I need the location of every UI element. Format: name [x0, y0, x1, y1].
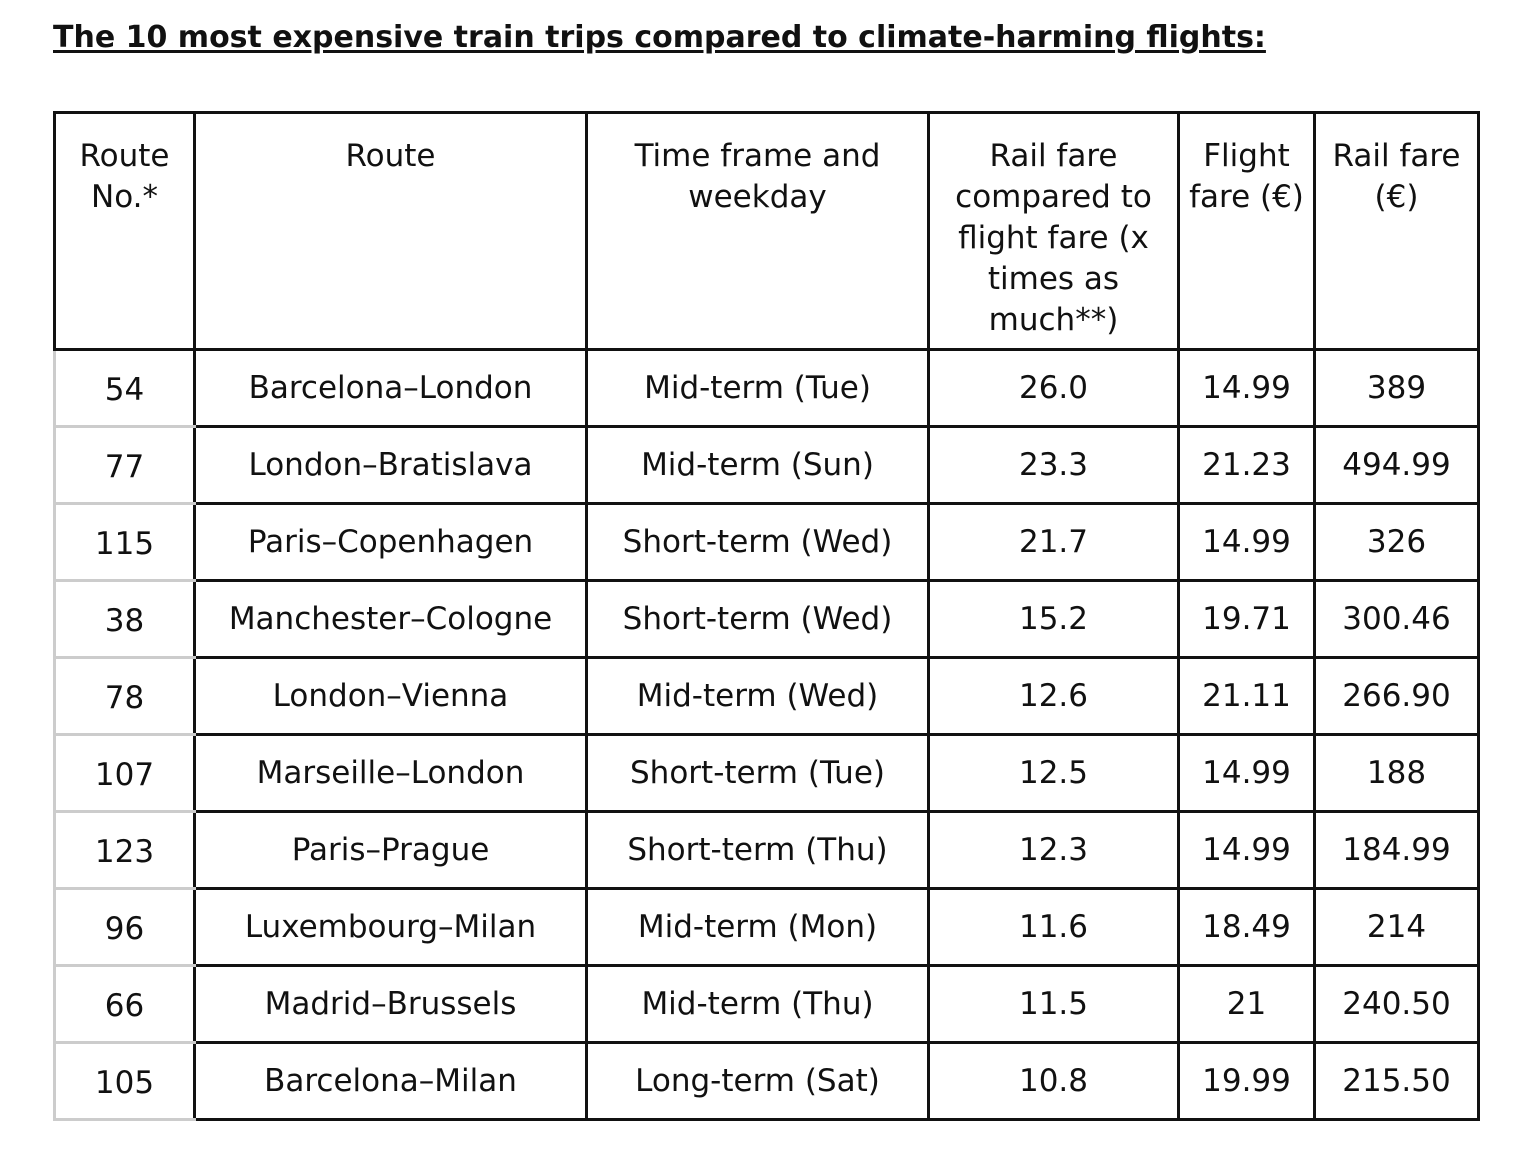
flight-fare-cell: 21.11: [1177, 656, 1316, 736]
fares-table: Route No.* Route Time frame and weekday …: [53, 111, 1480, 1121]
rail-fare-cell: 214: [1313, 887, 1480, 967]
fare-ratio-cell: 12.6: [927, 656, 1180, 736]
route-cell: Madrid–Brussels: [193, 964, 588, 1044]
rail-fare-cell: 188: [1313, 733, 1480, 813]
route-no-cell: 115: [53, 502, 196, 582]
time-frame-cell: Short-term (Tue): [585, 733, 930, 813]
route-cell: Marseille–London: [193, 733, 588, 813]
fare-ratio-cell: 15.2: [927, 579, 1180, 659]
time-frame-cell: Mid-term (Mon): [585, 887, 930, 967]
time-frame-cell: Mid-term (Thu): [585, 964, 930, 1044]
table-row: 38 Manchester–Cologne Short-term (Wed) 1…: [53, 579, 1480, 659]
rail-fare-cell: 389: [1313, 348, 1480, 428]
flight-fare-cell: 21.23: [1177, 425, 1316, 505]
page-title: The 10 most expensive train trips compar…: [53, 20, 1266, 55]
header-row: Route No.* Route Time frame and weekday …: [53, 111, 1480, 351]
table-row: 115 Paris–Copenhagen Short-term (Wed) 21…: [53, 502, 1480, 582]
table-row: 123 Paris–Prague Short-term (Thu) 12.3 1…: [53, 810, 1480, 890]
time-frame-cell: Mid-term (Wed): [585, 656, 930, 736]
rail-fare-cell: 326: [1313, 502, 1480, 582]
table-row: 107 Marseille–London Short-term (Tue) 12…: [53, 733, 1480, 813]
route-no-cell: 38: [53, 579, 196, 659]
table-row: 105 Barcelona–Milan Long-term (Sat) 10.8…: [53, 1041, 1480, 1121]
fare-ratio-cell: 23.3: [927, 425, 1180, 505]
flight-fare-cell: 14.99: [1177, 348, 1316, 428]
rail-fare-cell: 215.50: [1313, 1041, 1480, 1121]
fare-ratio-cell: 12.5: [927, 733, 1180, 813]
route-cell: Barcelona–London: [193, 348, 588, 428]
route-cell: London–Vienna: [193, 656, 588, 736]
route-cell: Manchester–Cologne: [193, 579, 588, 659]
route-no-cell: 66: [53, 964, 196, 1044]
time-frame-cell: Mid-term (Sun): [585, 425, 930, 505]
header-rail-fare: Rail fare (€): [1313, 111, 1480, 351]
rail-fare-cell: 184.99: [1313, 810, 1480, 890]
rail-fare-cell: 494.99: [1313, 425, 1480, 505]
fare-ratio-cell: 12.3: [927, 810, 1180, 890]
header-flight-fare: Flight fare (€): [1177, 111, 1316, 351]
header-fare-ratio: Rail fare compared to flight fare (x tim…: [927, 111, 1180, 351]
table-row: 96 Luxembourg–Milan Mid-term (Mon) 11.6 …: [53, 887, 1480, 967]
fare-ratio-cell: 11.5: [927, 964, 1180, 1044]
flight-fare-cell: 19.71: [1177, 579, 1316, 659]
fare-ratio-cell: 21.7: [927, 502, 1180, 582]
flight-fare-cell: 18.49: [1177, 887, 1316, 967]
route-no-cell: 123: [53, 810, 196, 890]
time-frame-cell: Mid-term (Tue): [585, 348, 930, 428]
route-no-cell: 96: [53, 887, 196, 967]
flight-fare-cell: 21: [1177, 964, 1316, 1044]
time-frame-cell: Long-term (Sat): [585, 1041, 930, 1121]
route-no-cell: 54: [53, 348, 196, 428]
route-no-cell: 107: [53, 733, 196, 813]
time-frame-cell: Short-term (Thu): [585, 810, 930, 890]
flight-fare-cell: 14.99: [1177, 502, 1316, 582]
header-time-frame: Time frame and weekday: [585, 111, 930, 351]
table-row: 78 London–Vienna Mid-term (Wed) 12.6 21.…: [53, 656, 1480, 736]
table-row: 66 Madrid–Brussels Mid-term (Thu) 11.5 2…: [53, 964, 1480, 1044]
header-route: Route: [193, 111, 588, 351]
route-no-cell: 105: [53, 1041, 196, 1121]
time-frame-cell: Short-term (Wed): [585, 502, 930, 582]
fare-ratio-cell: 11.6: [927, 887, 1180, 967]
rail-fare-cell: 266.90: [1313, 656, 1480, 736]
fare-ratio-cell: 10.8: [927, 1041, 1180, 1121]
rail-fare-cell: 240.50: [1313, 964, 1480, 1044]
fare-ratio-cell: 26.0: [927, 348, 1180, 428]
route-cell: Luxembourg–Milan: [193, 887, 588, 967]
time-frame-cell: Short-term (Wed): [585, 579, 930, 659]
flight-fare-cell: 14.99: [1177, 733, 1316, 813]
table-row: 54 Barcelona–London Mid-term (Tue) 26.0 …: [53, 348, 1480, 428]
flight-fare-cell: 14.99: [1177, 810, 1316, 890]
table-row: 77 London–Bratislava Mid-term (Sun) 23.3…: [53, 425, 1480, 505]
route-no-cell: 78: [53, 656, 196, 736]
route-cell: London–Bratislava: [193, 425, 588, 505]
route-cell: Barcelona–Milan: [193, 1041, 588, 1121]
route-cell: Paris–Copenhagen: [193, 502, 588, 582]
header-route-no: Route No.*: [53, 111, 196, 351]
route-cell: Paris–Prague: [193, 810, 588, 890]
flight-fare-cell: 19.99: [1177, 1041, 1316, 1121]
route-no-cell: 77: [53, 425, 196, 505]
rail-fare-cell: 300.46: [1313, 579, 1480, 659]
